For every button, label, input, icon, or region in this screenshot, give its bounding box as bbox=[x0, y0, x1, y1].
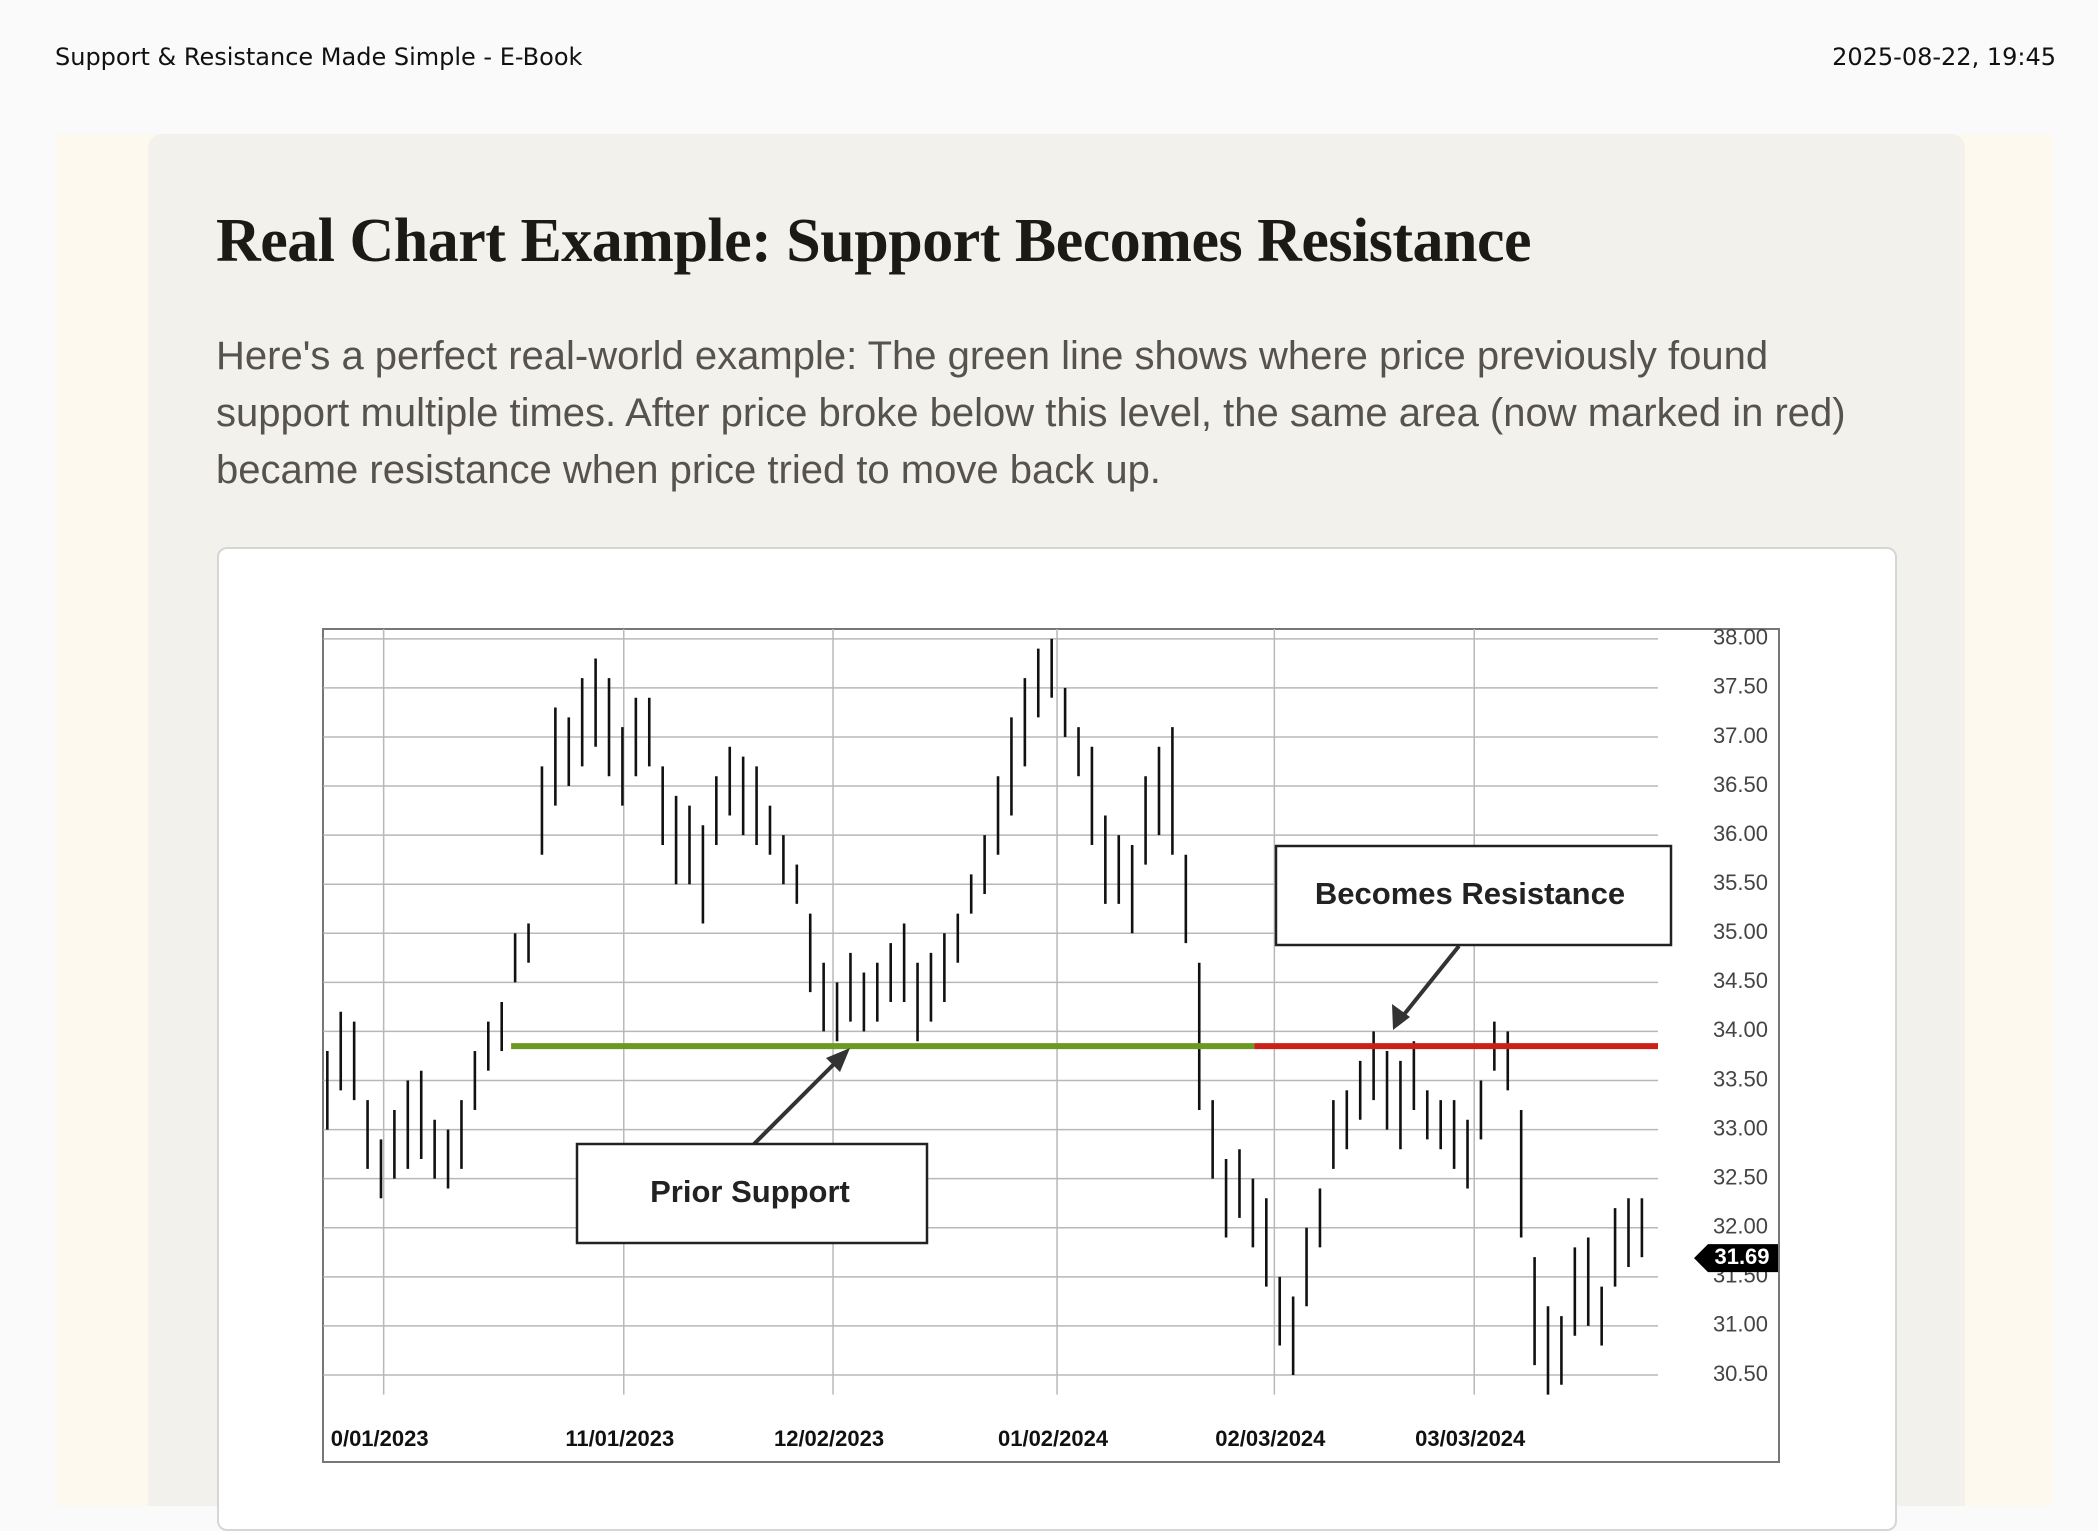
y-tick-label: 34.00 bbox=[1713, 1017, 1768, 1042]
y-tick-label: 32.50 bbox=[1713, 1164, 1768, 1189]
section-title: Real Chart Example: Support Becomes Resi… bbox=[216, 207, 1532, 275]
y-tick-label: 38.00 bbox=[1713, 625, 1768, 650]
arrow bbox=[752, 1050, 848, 1146]
y-tick-label: 33.50 bbox=[1713, 1066, 1768, 1091]
y-tick-label: 34.50 bbox=[1713, 968, 1768, 993]
paragraph: Here's a perfect real-world example: The… bbox=[216, 334, 1846, 492]
x-tick-label: 02/03/2024 bbox=[1215, 1426, 1326, 1451]
y-tick-label: 31.00 bbox=[1713, 1312, 1768, 1337]
arrow-head bbox=[1392, 1004, 1410, 1030]
y-tick-label: 33.00 bbox=[1713, 1115, 1768, 1140]
arrow bbox=[1396, 944, 1461, 1024]
y-tick-label: 36.00 bbox=[1713, 821, 1768, 846]
annotation-label: Becomes Resistance bbox=[1315, 876, 1625, 911]
x-tick-label: 03/03/2024 bbox=[1415, 1426, 1526, 1451]
annotation-prior-support: Prior Support bbox=[575, 1048, 929, 1245]
annotation-label: Prior Support bbox=[650, 1174, 850, 1209]
y-tick-label: 36.50 bbox=[1713, 772, 1768, 797]
y-tick-label: 37.00 bbox=[1713, 723, 1768, 748]
price-tag-label: 31.69 bbox=[1714, 1244, 1769, 1269]
annotation-becomes-resistance: Becomes Resistance bbox=[1274, 844, 1673, 1030]
y-tick-label: 37.50 bbox=[1713, 674, 1768, 699]
annotation-box bbox=[575, 1142, 929, 1245]
x-tick-label: 12/02/2023 bbox=[774, 1426, 884, 1451]
y-tick-label: 35.00 bbox=[1713, 919, 1768, 944]
timestamp: 2025-08-22, 19:45 bbox=[1832, 43, 2056, 71]
y-tick-label: 32.00 bbox=[1713, 1214, 1768, 1239]
y-tick-label: 35.50 bbox=[1713, 870, 1768, 895]
arrow-head bbox=[826, 1048, 850, 1072]
y-tick-label: 30.50 bbox=[1713, 1361, 1768, 1386]
price-tag bbox=[1694, 1244, 1778, 1273]
document-title: Support & Resistance Made Simple - E-Boo… bbox=[55, 43, 583, 71]
x-tick-label: 11/01/2023 bbox=[565, 1426, 674, 1451]
x-tick-label: 0/01/2023 bbox=[331, 1426, 429, 1451]
annotation-box bbox=[1274, 844, 1673, 947]
x-tick-label: 01/02/2024 bbox=[998, 1426, 1109, 1451]
